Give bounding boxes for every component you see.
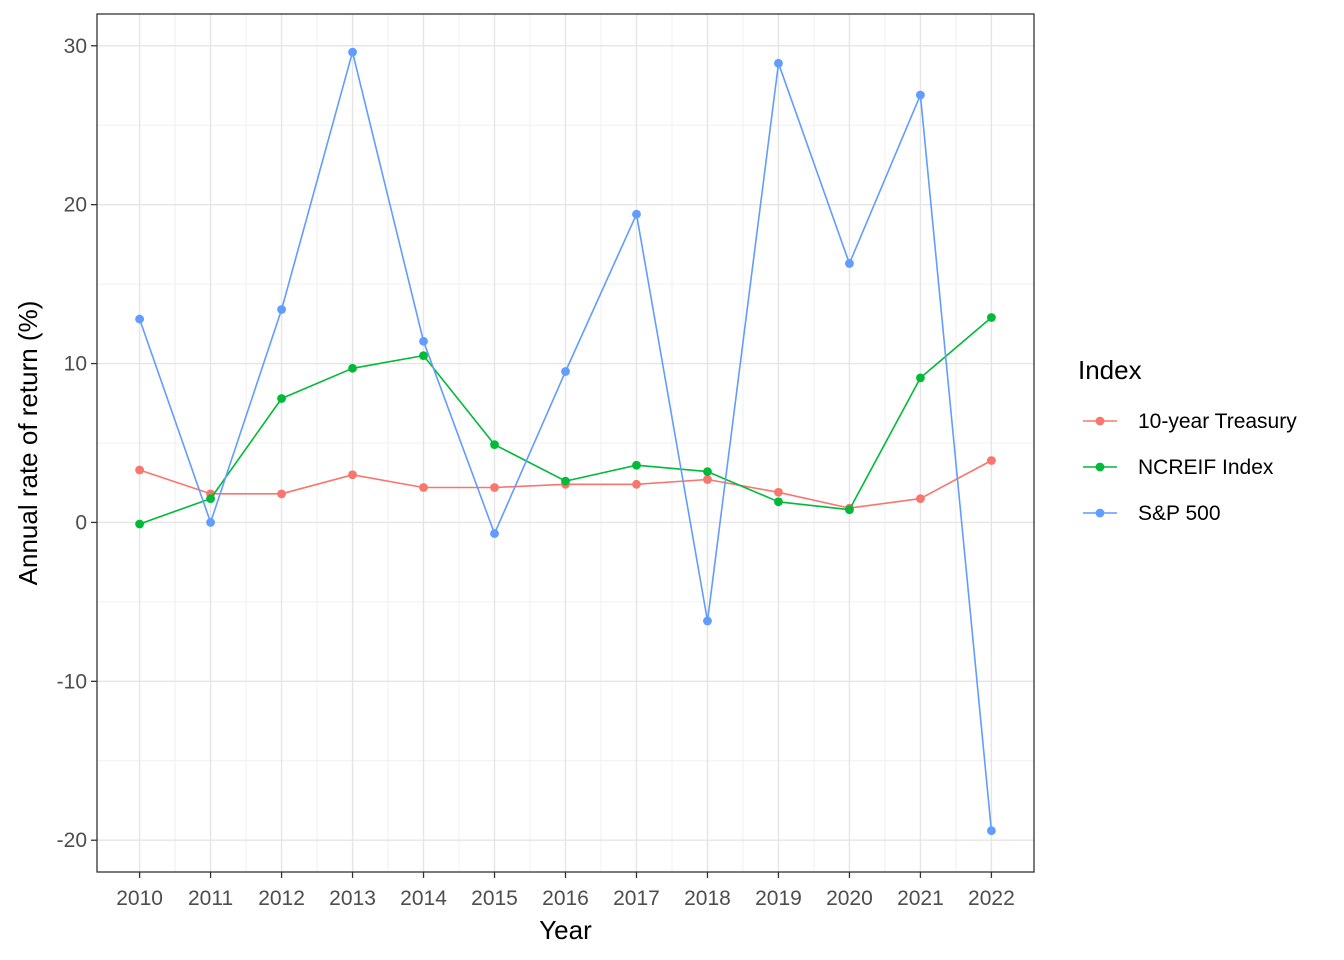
x-tick-label: 2012 bbox=[258, 887, 305, 910]
y-tick-label: -10 bbox=[57, 670, 87, 693]
data-point bbox=[206, 518, 215, 527]
data-point bbox=[561, 476, 570, 486]
legend-key-point bbox=[1095, 508, 1105, 518]
data-point bbox=[490, 440, 499, 449]
legend-key-point bbox=[1095, 462, 1105, 472]
data-point bbox=[419, 351, 428, 361]
data-point bbox=[135, 314, 144, 324]
x-tick-label: 2015 bbox=[471, 887, 518, 910]
data-point bbox=[632, 209, 641, 219]
x-tick-label: 2011 bbox=[188, 887, 233, 910]
data-point bbox=[845, 259, 854, 268]
legend-item: S&P 500 bbox=[1083, 502, 1221, 525]
legend-title: Index bbox=[1078, 355, 1142, 385]
data-point bbox=[703, 475, 712, 484]
axis-ticks bbox=[91, 45, 993, 878]
data-point bbox=[348, 470, 357, 480]
data-point bbox=[277, 394, 286, 403]
x-axis-title: Year bbox=[539, 915, 592, 945]
x-tick-label: 2022 bbox=[968, 887, 1015, 910]
x-axis-tick-labels: 2010 2011 2012 2013 2014 2015 2016 2017 2018 2019… bbox=[116, 887, 1015, 910]
data-point bbox=[561, 367, 570, 376]
legend-label: NCREIF Index bbox=[1138, 456, 1274, 479]
data-point bbox=[419, 483, 428, 492]
legend-item: 10-year Treasury bbox=[1083, 410, 1297, 433]
data-point bbox=[774, 497, 783, 507]
data-point bbox=[135, 519, 144, 529]
data-point bbox=[277, 489, 286, 499]
data-point bbox=[135, 465, 144, 475]
data-point bbox=[419, 336, 428, 346]
x-tick-label: 2021 bbox=[897, 887, 944, 910]
data-point bbox=[490, 529, 499, 538]
data-point bbox=[987, 313, 996, 322]
data-point bbox=[277, 305, 286, 314]
data-point bbox=[987, 456, 996, 465]
series-2 bbox=[135, 47, 996, 836]
x-tick-label: 2017 bbox=[613, 887, 660, 910]
y-tick-label: 0 bbox=[75, 511, 87, 534]
data-point bbox=[632, 479, 641, 489]
data-point bbox=[348, 47, 357, 57]
y-tick-label: -20 bbox=[57, 829, 87, 852]
major-gridlines bbox=[97, 14, 1034, 872]
legend: Index 10-year Treasury NCREIF Index S&P 50… bbox=[1078, 355, 1297, 525]
series-1 bbox=[135, 313, 996, 529]
data-point bbox=[490, 483, 499, 492]
legend-items: 10-year Treasury NCREIF Index S&P 500 bbox=[1083, 410, 1297, 525]
data-point bbox=[916, 494, 925, 504]
x-tick-label: 2014 bbox=[400, 887, 447, 910]
x-tick-label: 2018 bbox=[684, 887, 731, 910]
data-point bbox=[348, 363, 357, 373]
y-tick-label: 30 bbox=[64, 35, 87, 58]
legend-key-point bbox=[1095, 416, 1105, 426]
data-point bbox=[987, 826, 996, 836]
legend-label: S&P 500 bbox=[1138, 502, 1221, 525]
data-point bbox=[916, 373, 925, 383]
data-point bbox=[774, 58, 783, 68]
x-tick-label: 2016 bbox=[542, 887, 589, 910]
data-point bbox=[703, 467, 712, 476]
y-tick-label: 20 bbox=[64, 194, 87, 217]
x-tick-label: 2020 bbox=[826, 887, 873, 910]
minor-gridlines bbox=[97, 14, 1034, 872]
data-point bbox=[703, 616, 712, 626]
series-layer bbox=[135, 47, 996, 836]
legend-item: NCREIF Index bbox=[1083, 456, 1274, 479]
legend-label: 10-year Treasury bbox=[1138, 410, 1297, 433]
y-axis-title: Annual rate of return (%) bbox=[13, 301, 43, 586]
y-axis-tick-labels: -20 -10 0 10 20 30 bbox=[57, 35, 87, 852]
data-point bbox=[206, 494, 215, 504]
data-point bbox=[632, 460, 641, 470]
x-tick-label: 2013 bbox=[329, 887, 376, 910]
x-tick-label: 2010 bbox=[116, 887, 163, 910]
data-point bbox=[774, 487, 783, 497]
x-tick-label: 2019 bbox=[755, 887, 802, 910]
y-tick-label: 10 bbox=[64, 353, 87, 376]
data-point bbox=[845, 505, 854, 515]
data-point bbox=[916, 90, 925, 100]
